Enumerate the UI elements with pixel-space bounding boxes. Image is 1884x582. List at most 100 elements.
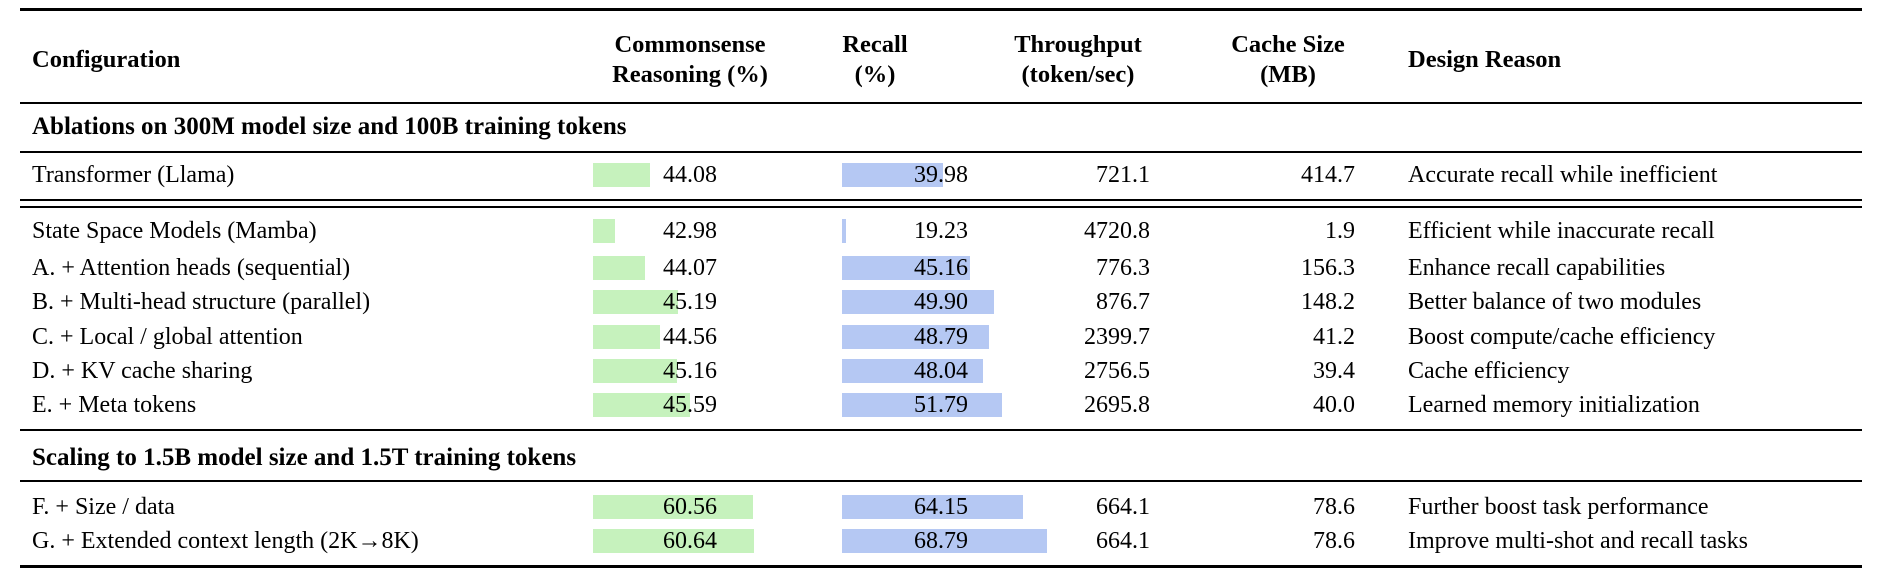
table-row: F. + Size / data 60.56 64.15 664.1 78.6 …	[0, 490, 1884, 524]
column-header-design-reason: Design Reason	[1408, 46, 1562, 73]
design-reason-cell: Efficient while inaccurate recall	[1408, 218, 1715, 244]
column-header-cache-size: Cache Size (MB)	[1208, 30, 1368, 90]
commonsense-bar	[593, 163, 650, 187]
throughput-value: 2695.8	[1084, 392, 1150, 418]
commonsense-bar	[593, 256, 645, 280]
throughput-value: 4720.8	[1084, 218, 1150, 244]
commonsense-cell: 45.19	[593, 285, 773, 319]
design-reason-cell: Learned memory initialization	[1408, 392, 1700, 418]
cache-size-value: 40.0	[1313, 392, 1355, 418]
commonsense-cell: 44.08	[593, 158, 773, 192]
recall-cell: 45.16	[842, 251, 1052, 285]
column-header-configuration: Configuration	[32, 46, 181, 73]
config-cell: Transformer (Llama)	[32, 162, 235, 188]
commonsense-cell: 45.59	[593, 388, 773, 422]
double-rule-lower	[20, 206, 1862, 208]
commonsense-bar	[593, 325, 660, 349]
column-header-commonsense-line2: Reasoning (%)	[612, 61, 768, 88]
header-bottom-rule	[20, 102, 1862, 104]
design-reason-cell: Enhance recall capabilities	[1408, 255, 1666, 281]
recall-bar	[842, 495, 1023, 519]
commonsense-cell: 45.16	[593, 354, 773, 388]
commonsense-bar	[593, 219, 615, 243]
recall-cell: 19.23	[842, 214, 1052, 248]
cache-size-value: 414.7	[1301, 162, 1355, 188]
design-reason-cell: Further boost task performance	[1408, 494, 1709, 520]
throughput-value: 776.3	[1096, 255, 1150, 281]
design-reason-cell: Boost compute/cache efficiency	[1408, 324, 1716, 350]
recall-value: 68.79	[914, 528, 968, 554]
recall-bar	[842, 393, 1002, 417]
config-cell: A. + Attention heads (sequential)	[32, 255, 351, 281]
config-cell: G. + Extended context length (2K→8K)	[32, 528, 419, 554]
section-header-ablations: Ablations on 300M model size and 100B tr…	[32, 113, 627, 140]
design-reason-cell: Cache efficiency	[1408, 358, 1570, 384]
column-header-throughput: Throughput (token/sec)	[978, 30, 1178, 90]
config-cell: E. + Meta tokens	[32, 392, 197, 418]
recall-bar	[842, 529, 1047, 553]
recall-bar	[842, 359, 983, 383]
column-header-commonsense-line1: Commonsense	[614, 31, 766, 58]
table-row: B. + Multi-head structure (parallel) 45.…	[0, 285, 1884, 319]
design-reason-cell: Better balance of two modules	[1408, 289, 1702, 315]
table-row: E. + Meta tokens 45.59 51.79 2695.8 40.0…	[0, 388, 1884, 422]
recall-bar	[842, 256, 970, 280]
config-cell: F. + Size / data	[32, 494, 175, 520]
recall-value: 64.15	[914, 494, 968, 520]
table-row: D. + KV cache sharing 45.16 48.04 2756.5…	[0, 354, 1884, 388]
commonsense-value: 44.08	[663, 162, 717, 188]
recall-cell: 48.79	[842, 320, 1052, 354]
recall-value: 45.16	[914, 255, 968, 281]
recall-bar	[842, 325, 989, 349]
table-bottom-rule	[20, 565, 1862, 568]
column-header-recall-line2: (%)	[854, 61, 896, 88]
throughput-value: 664.1	[1096, 528, 1150, 554]
config-cell: C. + Local / global attention	[32, 324, 303, 350]
table-row: Transformer (Llama) 44.08 39.98 721.1 41…	[0, 158, 1884, 192]
recall-bar	[842, 290, 994, 314]
cache-size-value: 78.6	[1313, 494, 1355, 520]
recall-cell: 51.79	[842, 388, 1052, 422]
design-reason-cell: Accurate recall while inefficient	[1408, 162, 1718, 188]
column-header-cache-size-line2: (MB)	[1260, 61, 1316, 88]
table-row: G. + Extended context length (2K→8K) 60.…	[0, 524, 1884, 558]
table-row: State Space Models (Mamba) 42.98 19.23 4…	[0, 214, 1884, 248]
commonsense-value: 42.98	[663, 218, 717, 244]
cache-size-value: 1.9	[1325, 218, 1355, 244]
throughput-value: 2756.5	[1084, 358, 1150, 384]
commonsense-value: 45.16	[663, 358, 717, 384]
throughput-value: 876.7	[1096, 289, 1150, 315]
column-header-recall-line1: Recall	[842, 31, 908, 58]
column-header-throughput-line1: Throughput	[1014, 31, 1142, 58]
recall-cell: 49.90	[842, 285, 1052, 319]
commonsense-value: 60.56	[663, 494, 717, 520]
table-row: C. + Local / global attention 44.56 48.7…	[0, 320, 1884, 354]
commonsense-cell: 44.56	[593, 320, 773, 354]
commonsense-bar	[593, 529, 754, 553]
double-rule-upper	[20, 199, 1862, 201]
commonsense-bar	[593, 290, 678, 314]
config-cell: D. + KV cache sharing	[32, 358, 253, 384]
throughput-value: 664.1	[1096, 494, 1150, 520]
table-top-rule	[20, 8, 1862, 11]
commonsense-cell: 44.07	[593, 251, 773, 285]
recall-cell: 48.04	[842, 354, 1052, 388]
recall-value: 39.98	[914, 162, 968, 188]
commonsense-value: 60.64	[663, 528, 717, 554]
commonsense-bar	[593, 495, 753, 519]
commonsense-value: 44.07	[663, 255, 717, 281]
recall-value: 48.79	[914, 324, 968, 350]
config-cell: B. + Multi-head structure (parallel)	[32, 289, 371, 315]
column-header-recall: Recall (%)	[795, 30, 955, 90]
throughput-value: 721.1	[1096, 162, 1150, 188]
commonsense-value: 44.56	[663, 324, 717, 350]
cache-size-value: 78.6	[1313, 528, 1355, 554]
design-reason-cell: Improve multi-shot and recall tasks	[1408, 528, 1748, 554]
section1-bottom-rule	[20, 151, 1862, 153]
commonsense-cell: 42.98	[593, 214, 773, 248]
section2-top-rule	[20, 429, 1862, 431]
commonsense-bar	[593, 393, 690, 417]
recall-bar	[842, 219, 846, 243]
commonsense-bar	[593, 359, 677, 383]
